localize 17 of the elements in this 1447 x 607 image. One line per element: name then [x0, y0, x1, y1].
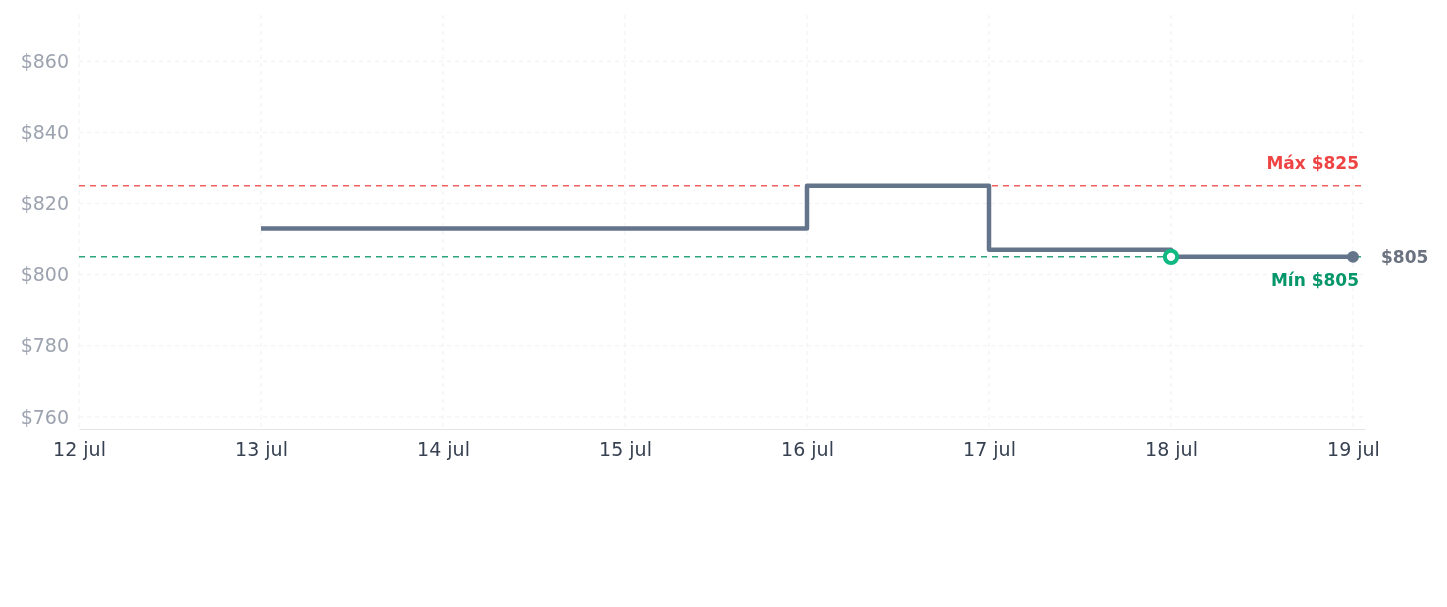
annotation: $805	[1380, 246, 1429, 267]
x-tick-label: 16 jul	[781, 438, 834, 461]
x-tick-label: 13 jul	[235, 438, 288, 461]
ref-line-label: Máx $825	[1266, 152, 1359, 173]
x-tick-label: 12 jul	[53, 438, 106, 461]
y-tick-label: $800	[20, 263, 69, 286]
y-tick-label: $780	[20, 334, 69, 357]
y-tick-label: $760	[20, 405, 69, 428]
x-tick-label: 15 jul	[599, 438, 652, 461]
x-tick-label: 17 jul	[963, 438, 1016, 461]
x-tick-label: 19 jul	[1327, 438, 1380, 461]
y-tick-label: $860	[20, 49, 69, 72]
x-tick-label: 18 jul	[1145, 438, 1198, 461]
ref-line-label: Mín $805	[1270, 269, 1359, 290]
y-tick-label: $840	[20, 120, 69, 143]
x-tick-label: 14 jul	[417, 438, 470, 461]
y-tick-label: $820	[20, 192, 69, 215]
